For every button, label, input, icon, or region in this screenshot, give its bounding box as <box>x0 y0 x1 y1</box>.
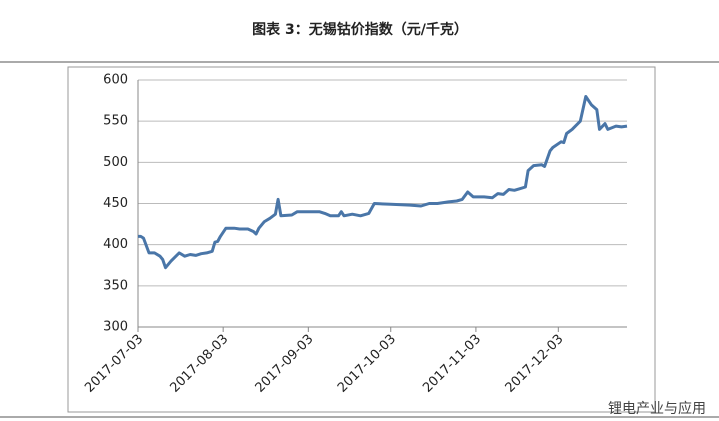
y-tick-label: 300 <box>103 320 128 335</box>
x-tick-label: 2017-11-03 <box>420 332 484 396</box>
y-tick-label: 350 <box>103 278 128 293</box>
line-series <box>138 95 628 270</box>
x-tick-label: 2017-07-03 <box>82 332 146 396</box>
y-tick-label: 550 <box>103 114 128 129</box>
chart-frame <box>67 66 656 413</box>
x-tick-label: 2017-12-03 <box>503 332 567 396</box>
x-tick-label: 2017-08-03 <box>167 332 231 396</box>
x-tick-label: 2017-10-03 <box>335 332 399 396</box>
watermark: 锂电产业与应用 <box>608 400 706 417</box>
y-tick-label: 600 <box>103 73 128 88</box>
chart-title: 图表 3：无锡钴价指数（元/千克） <box>252 21 468 38</box>
y-tick-label: 400 <box>103 237 128 252</box>
y-tick-label: 450 <box>103 196 128 211</box>
x-tick-label: 2017-09-03 <box>253 332 317 396</box>
y-tick-label: 500 <box>103 155 128 170</box>
